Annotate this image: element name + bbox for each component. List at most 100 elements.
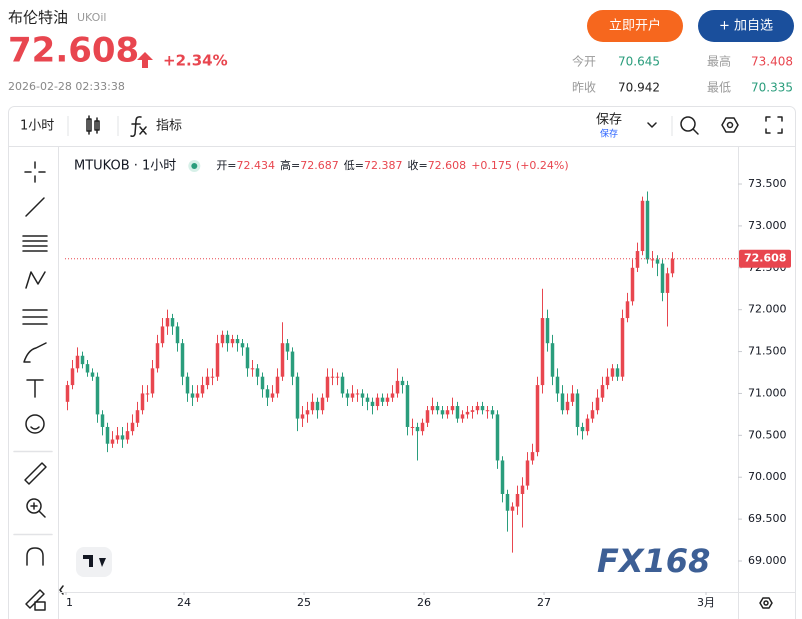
candle-body <box>160 326 165 344</box>
price: 72.608 <box>8 31 139 71</box>
candle-body <box>235 339 240 344</box>
trendline-tool[interactable] <box>25 197 45 217</box>
candle-body <box>565 401 570 411</box>
zoom-tool[interactable] <box>26 498 42 514</box>
text-tool[interactable] <box>26 379 44 398</box>
candle-body <box>590 410 595 419</box>
indicators-button[interactable]: 指标 <box>130 116 182 137</box>
candle-body <box>320 397 325 411</box>
button-bg[interactable] <box>587 10 683 42</box>
stat-value: 70.335 <box>751 81 793 95</box>
candle-body <box>505 493 510 511</box>
candle-type-icon[interactable] <box>86 115 100 135</box>
candle-body <box>670 258 675 274</box>
candle-body <box>200 385 205 394</box>
watchlist-button[interactable]: + 加自选 <box>698 10 794 42</box>
candle-body <box>185 376 190 394</box>
candle-body <box>215 343 220 377</box>
chevron[interactable] <box>647 122 657 128</box>
candle-body <box>425 410 430 423</box>
candle-body <box>385 397 390 402</box>
fib-tool[interactable] <box>22 235 48 252</box>
candle-body <box>275 376 280 394</box>
interval[interactable]: 1小时 <box>20 119 54 134</box>
settings-icon[interactable] <box>721 117 739 133</box>
legend-label: 高= <box>280 158 300 172</box>
icon-part[interactable] <box>759 597 773 609</box>
legend-change: +0.175 <box>471 159 512 172</box>
candle-body <box>545 318 550 344</box>
candle-body <box>365 397 370 402</box>
candle-body <box>665 273 670 293</box>
candle-body <box>315 401 320 411</box>
candle-body <box>560 393 565 411</box>
y-tick-label: 69.000 <box>748 554 787 567</box>
icon-part[interactable] <box>763 600 769 606</box>
candle-body <box>625 301 630 319</box>
alert-icon[interactable] <box>680 116 699 135</box>
candle-body <box>540 318 545 386</box>
axis-settings-icon[interactable] <box>759 597 773 609</box>
candle-body <box>120 435 125 440</box>
candle-body <box>125 431 130 440</box>
pattern-tool[interactable] <box>25 271 46 289</box>
candle-body <box>455 406 460 419</box>
candle-body <box>375 397 380 407</box>
candle-body <box>255 368 260 377</box>
candle-body <box>95 376 100 415</box>
fx-icon[interactable] <box>130 116 147 137</box>
projection-tool[interactable] <box>22 309 48 325</box>
crosshair-tool[interactable] <box>24 161 46 183</box>
lock-tool[interactable] <box>25 589 46 611</box>
candle-body <box>195 393 200 398</box>
candle-body <box>460 414 465 419</box>
candle-body <box>290 351 295 377</box>
last-price-label: 72.608 <box>744 252 786 265</box>
candle-body <box>280 343 285 377</box>
stat-label: 昨收 <box>572 81 596 95</box>
symbol: UKOil <box>77 11 106 24</box>
emoji-tool[interactable] <box>25 414 45 434</box>
brush-tool[interactable] <box>23 342 47 363</box>
tv-logo <box>76 547 112 577</box>
legend-label: 收= <box>407 158 427 172</box>
open-account-button[interactable]: 立即开户 <box>587 10 683 42</box>
settings-icon-center[interactable] <box>726 121 734 129</box>
emoji-tool-smile[interactable] <box>30 426 40 430</box>
stat-value: 73.408 <box>751 55 793 69</box>
icon-part[interactable] <box>692 128 699 135</box>
candle-body <box>420 422 425 432</box>
candle-body <box>605 376 610 386</box>
x-tick-label: 1 <box>66 596 73 609</box>
fullscreen-icon[interactable] <box>765 116 783 134</box>
button-label[interactable]: + 加自选 <box>719 19 773 34</box>
candle-body <box>645 200 650 260</box>
icon-part[interactable] <box>680 116 696 132</box>
candle-body <box>610 368 615 377</box>
y-tick-label: 73.500 <box>748 177 787 190</box>
button-label[interactable]: 立即开户 <box>609 18 661 34</box>
candle-body <box>325 376 330 398</box>
candle-body <box>435 406 440 411</box>
magnet-tool[interactable] <box>26 547 44 566</box>
x-tick-label: 3月 <box>697 596 715 609</box>
candle-body <box>260 376 265 390</box>
candle-body <box>575 393 580 427</box>
stat-value: 70.942 <box>618 81 660 95</box>
candle-body <box>465 411 470 415</box>
candle-body <box>155 343 160 369</box>
button-bg[interactable] <box>698 10 794 42</box>
zoom-tool-plus[interactable] <box>30 502 46 518</box>
legend-label: 低= <box>344 159 364 172</box>
x-tick-label: 24 <box>177 596 191 609</box>
indicators[interactable]: 指标 <box>156 119 182 134</box>
y-tick-label: 70.000 <box>748 470 787 483</box>
candle-body <box>400 380 405 386</box>
candle-body <box>295 376 300 419</box>
save[interactable]: 保存 <box>596 113 622 128</box>
candle-body <box>555 376 560 394</box>
ruler-tool[interactable] <box>24 462 47 485</box>
candle-body <box>65 385 70 402</box>
candle-body <box>450 406 455 411</box>
candle-body <box>75 355 80 369</box>
